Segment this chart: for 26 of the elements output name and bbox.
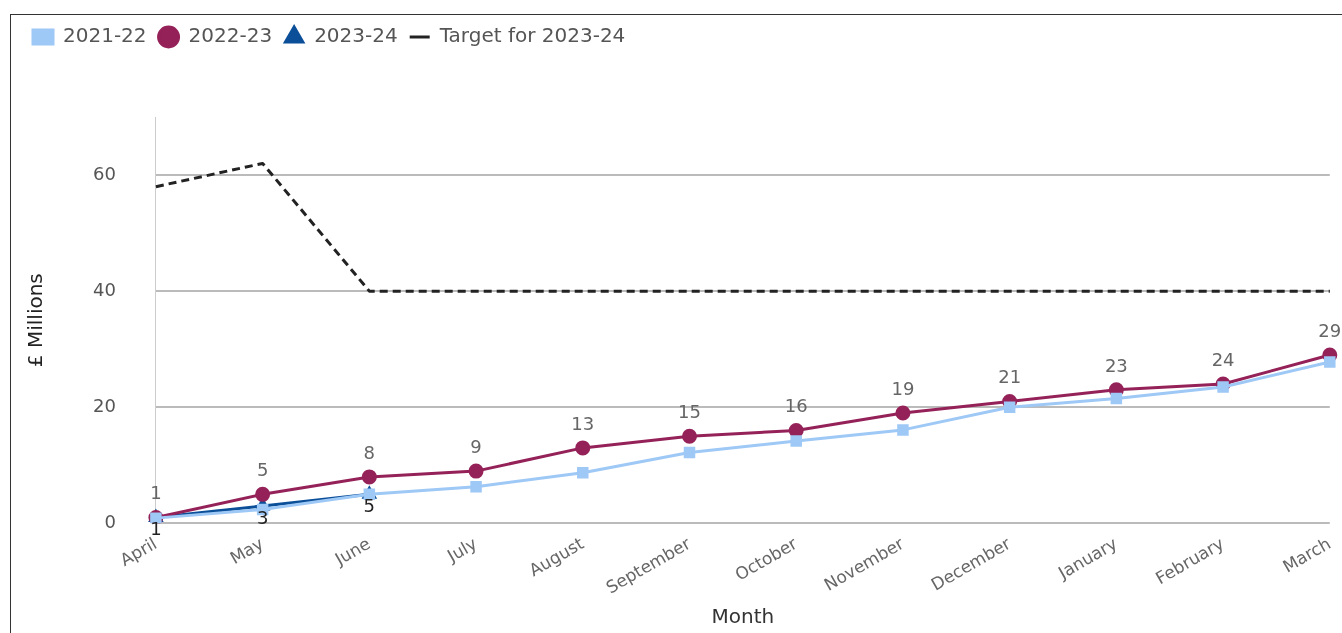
data-label: 21 [998,366,1022,388]
data-label: 16 [784,395,808,417]
data-label: 9 [470,435,482,457]
data-label: 29 [1318,319,1342,341]
data-label: 13 [571,412,595,434]
x-axis-title: Month [711,604,775,629]
legend-label: 2022-23 [188,23,273,48]
data-label: 24 [1211,348,1235,370]
x-tick-label: May [226,533,267,569]
y-tick-label: 40 [93,278,116,300]
y-tick-label: 20 [93,394,116,416]
x-tick-label: July [442,533,481,567]
data-label: 19 [891,377,915,399]
legend-label: 2021-22 [63,23,147,48]
y-axis-title: £ Millions [23,273,48,368]
data-label: 23 [1104,354,1128,376]
data-label: 3 [256,506,269,528]
data-label: 15 [678,400,701,422]
data-label: 8 [363,441,376,463]
data-label: 1 [150,482,162,504]
data-label: 5 [363,495,376,516]
y-tick-label: 0 [104,511,116,533]
legend-label: Target for 2023-24 [438,23,626,48]
data-label: 5 [256,459,269,480]
y-tick-label: 60 [93,162,116,184]
legend-label: 2023-24 [314,23,398,48]
